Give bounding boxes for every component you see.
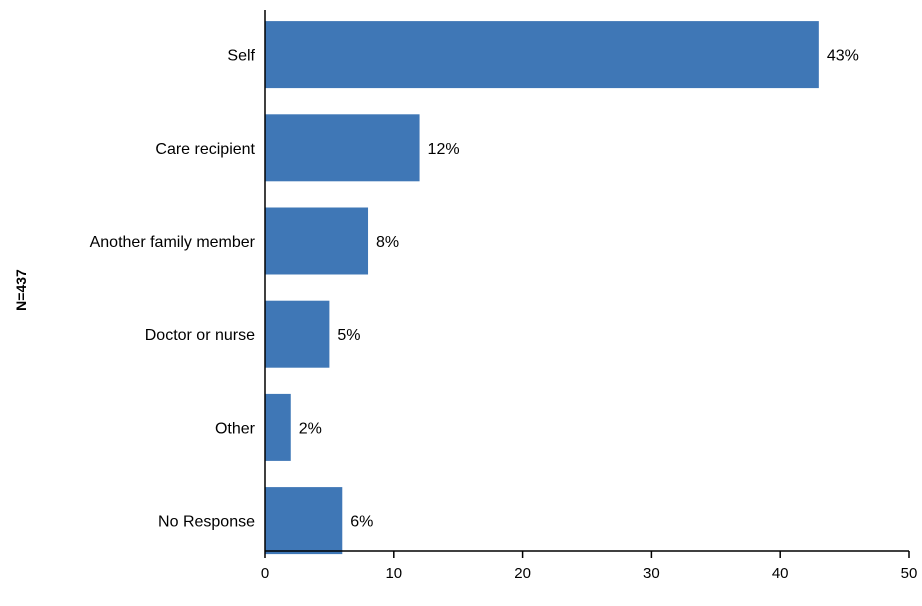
x-tick-label-30: 30 [643, 565, 660, 582]
data-label-other: 2% [299, 420, 322, 437]
category-label-other: Other [215, 420, 256, 437]
bar-self [265, 21, 819, 89]
x-tick-label-50: 50 [901, 565, 918, 582]
axes-layer: 0 10 20 30 40 50 [261, 10, 918, 582]
data-label-another-family-member: 8% [376, 234, 399, 251]
data-label-doctor-or-nurse: 5% [337, 327, 360, 344]
sample-size-label: N=437 [13, 269, 29, 311]
labels-layer: Self 43% Care recipient 12% Another family m… [90, 48, 859, 531]
x-tick-label-40: 40 [772, 565, 789, 582]
bar-no-response [265, 487, 343, 555]
data-label-care-recipient: 12% [428, 141, 460, 158]
x-tick-label-20: 20 [514, 565, 531, 582]
category-label-no-response: No Response [158, 514, 255, 531]
category-label-doctor-or-nurse: Doctor or nurse [145, 327, 255, 344]
bar-doctor-or-nurse [265, 300, 330, 368]
category-label-care-recipient: Care recipient [155, 141, 255, 158]
data-label-no-response: 6% [350, 514, 373, 531]
category-label-another-family-member: Another family member [90, 234, 256, 251]
bars-layer [265, 21, 819, 555]
category-label-self: Self [227, 48, 255, 65]
bar-other [265, 393, 291, 461]
x-tick-label-10: 10 [385, 565, 402, 582]
bar-another-family-member [265, 207, 369, 275]
data-label-self: 43% [827, 48, 859, 65]
bar-care-recipient [265, 114, 420, 182]
x-tick-label-0: 0 [261, 565, 269, 582]
